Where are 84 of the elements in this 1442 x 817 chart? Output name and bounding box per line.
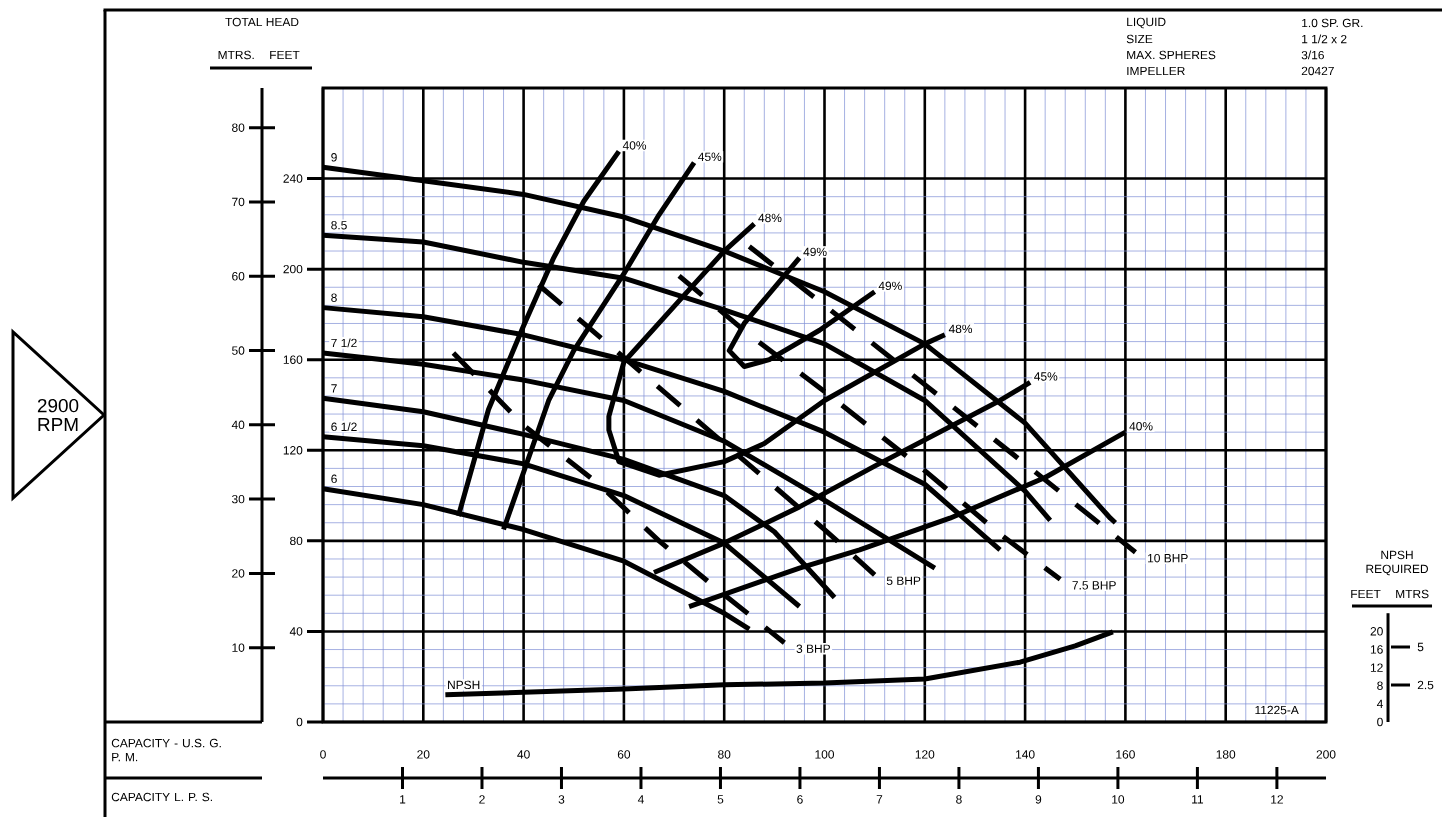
y-tick-label: 200 [283,264,303,274]
x-tick-label: 200 [1316,750,1336,759]
y-tick-label: 80 [290,536,303,546]
y-tick-label: 120 [283,446,303,455]
x2-tick-label: 9 [1035,795,1042,804]
y2-axis-title: MTRS. [218,50,254,60]
x2-axis-title: CAPACITY L. P. S. [111,792,212,802]
text: MTRS [1396,589,1429,599]
series-label: 45% [1034,372,1058,381]
y3-tick-label: 0 [1377,717,1383,727]
series-label: 9 [331,153,337,162]
series-label: 7 1/2 [331,338,357,348]
y3-tick-label: 8 [1377,681,1383,690]
text: 1.0 SP. GR. [1302,18,1363,28]
x2-tick-label: 3 [558,795,565,804]
y3-tick-label: 16 [1370,645,1383,654]
text: 3/16 [1301,50,1324,60]
x-tick-label: 0 [320,750,326,759]
x2-tick-label: 1 [400,795,406,804]
y2-tick-label: 80 [232,123,245,132]
text: MAX. SPHERES [1127,50,1216,60]
series-label: 40% [1129,422,1153,431]
series-label: 5 BHP [886,576,921,585]
annotation: 11225-A [1255,705,1299,715]
text: 5 [1417,642,1424,652]
series-label: 7.5 BHP [1072,581,1116,590]
y2-tick-label: 50 [232,346,245,355]
series-label: 10 BHP [1148,553,1188,563]
x2-tick-label: 6 [797,795,803,804]
series-label: 8 [331,293,337,302]
series-label: 8.5 [331,221,347,230]
y-tick-label: 40 [289,627,303,636]
series-label: 6 1/2 [331,422,357,431]
x2-tick-label: 11 [1192,795,1204,804]
x-axis-title: CAPACITY - U.S. G. P. M. [111,738,221,762]
y2-tick-label: 60 [232,272,245,281]
text: IMPELLER [1127,66,1185,76]
text: 2.5 [1417,680,1434,690]
y2-tick-label: 10 [232,643,245,652]
text: TOTAL HEAD [225,17,299,27]
x-tick-label: 80 [718,750,731,759]
y3-tick-label: 4 [1376,699,1383,708]
y-tick-label: 0 [296,717,303,727]
text: LIQUID [1127,17,1166,29]
text: 2900 RPM [37,398,79,432]
x2-tick-label: 8 [956,795,962,804]
y2-tick-label: 20 [232,569,245,578]
y2-tick-label: 30 [231,494,245,504]
series-label: 45% [698,152,722,162]
x-tick-label: 20 [417,750,430,759]
series-label: 7 [331,384,337,393]
y3-tick-label: 12 [1370,663,1383,672]
x-tick-label: 40 [517,750,530,759]
y-tick-label: 240 [283,174,303,183]
text: 1 1/2 x 2 [1302,34,1347,44]
y3-tick-label: 20 [1370,627,1383,636]
x-tick-label: 60 [617,750,631,759]
series-label: 49% [878,281,902,291]
series-label: 3 BHP [796,644,830,653]
x2-tick-label: 5 [717,795,724,804]
y-axis-title: FEET [270,50,300,60]
x-tick-label: 120 [915,750,935,759]
text: 48% [758,213,782,223]
x-tick-label: 160 [1116,750,1135,759]
text: SIZE [1126,34,1153,44]
text: 20427 [1301,66,1334,76]
y2-tick-label: 70 [232,197,245,207]
text: NPSH REQUIRED [1366,550,1428,576]
x2-tick-label: 10 [1112,795,1125,804]
x2-tick-label: 2 [479,795,485,804]
y2-tick-label: 40 [231,420,245,430]
y-tick-label: 160 [283,355,303,364]
x-tick-label: 180 [1216,750,1236,759]
x-tick-label: 100 [815,750,835,759]
x2-tick-label: 4 [637,795,644,804]
series-label: 40% [622,141,647,150]
text: 49% [803,247,827,257]
x-tick-label: 140 [1016,750,1035,759]
series-label: NPSH [448,680,480,690]
x2-tick-label: 7 [876,795,883,804]
series-label: 6 [331,474,337,484]
x2-tick-label: 12 [1271,795,1283,804]
y3-axis-title: FEET [1351,589,1381,599]
series-label: 48% [948,324,973,334]
